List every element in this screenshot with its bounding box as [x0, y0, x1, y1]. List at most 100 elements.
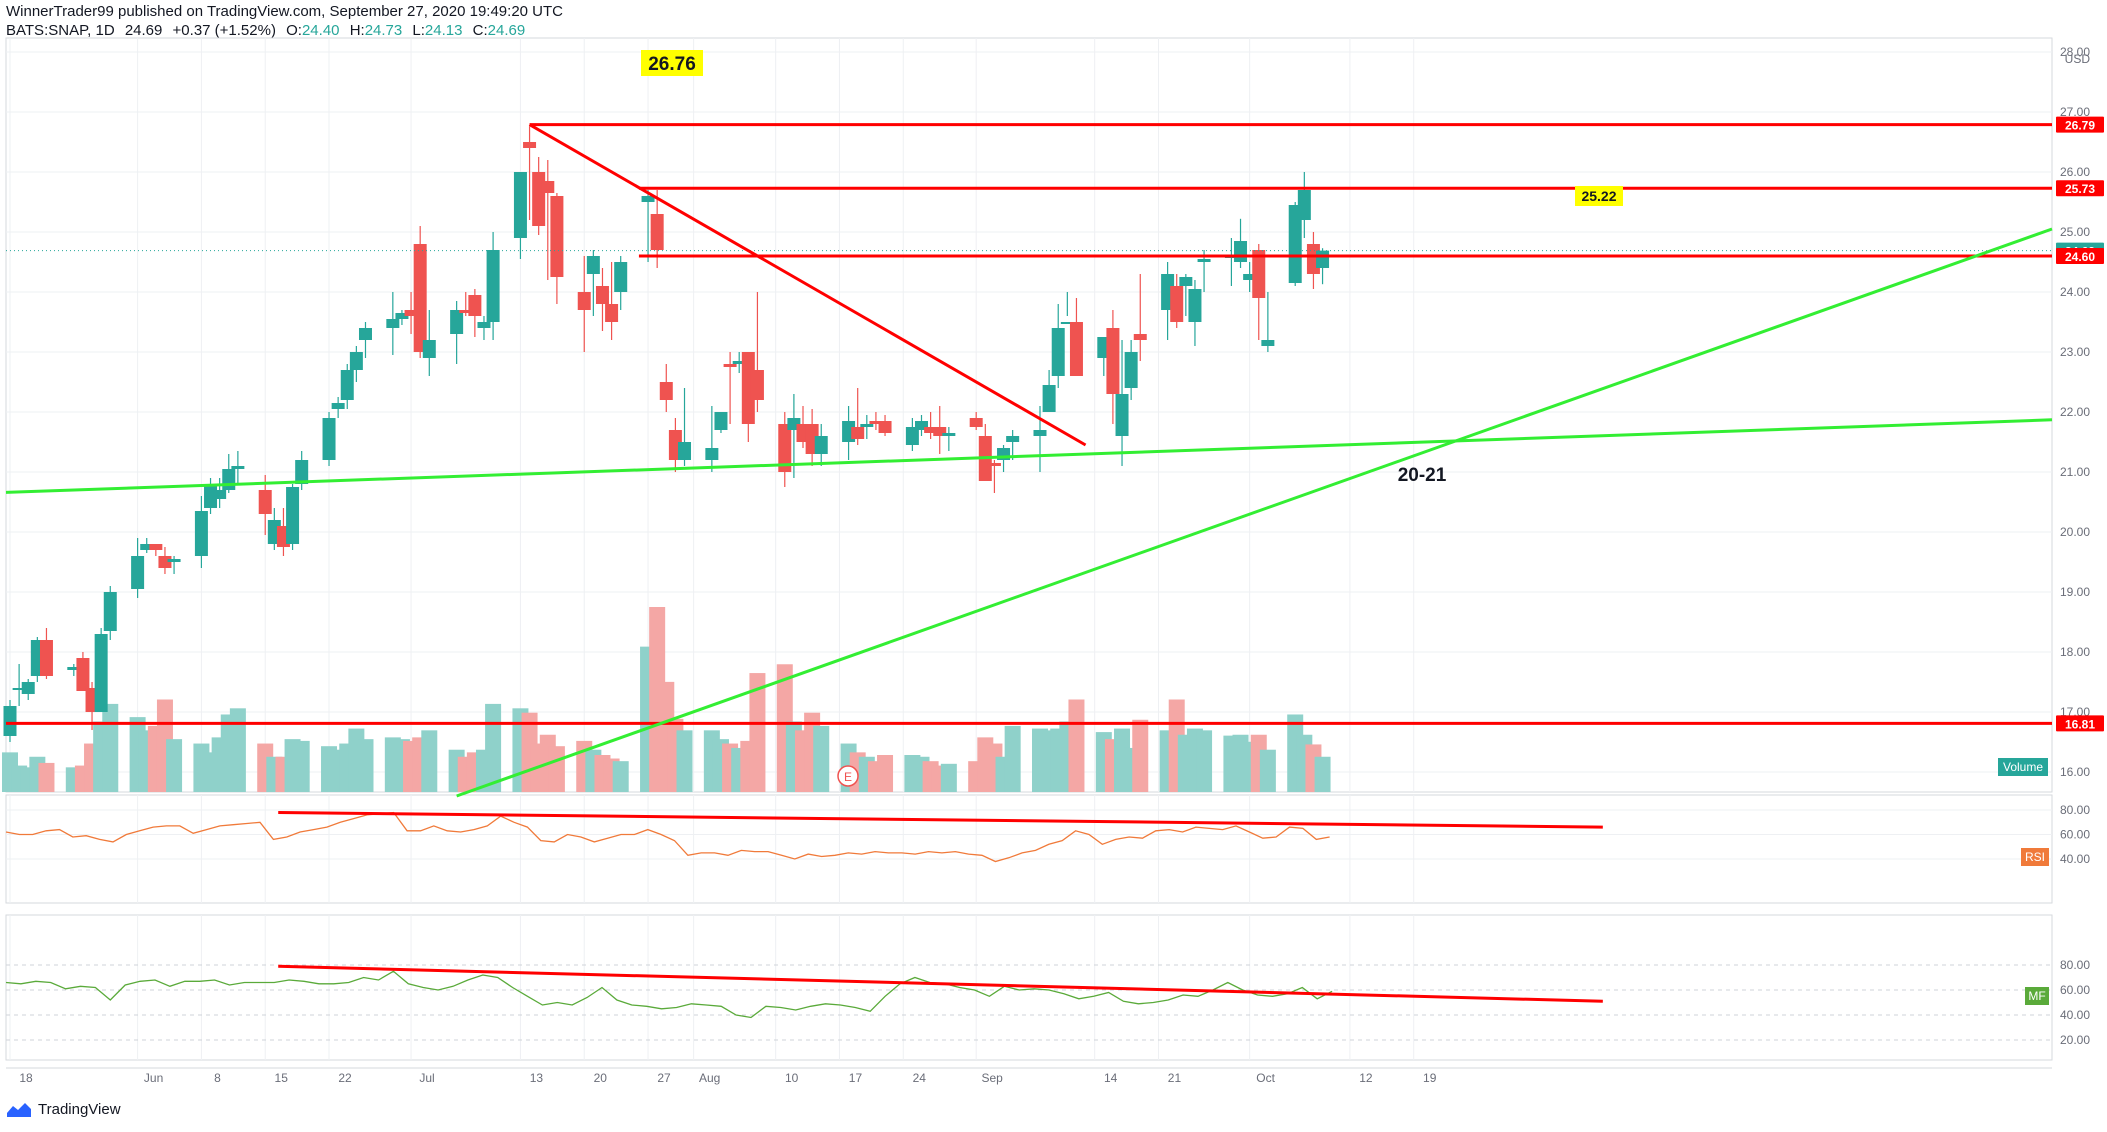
- candle-body: [905, 427, 919, 445]
- candle-body: [477, 322, 491, 328]
- price-pane-frame: [5, 37, 2053, 793]
- time-tick-label: Aug: [699, 1071, 720, 1085]
- price-tick-label: 20.00: [2060, 525, 2090, 539]
- candle-body: [915, 421, 928, 430]
- volume-legend-text: Volume: [2003, 760, 2043, 774]
- candle-body: [422, 340, 436, 358]
- candle-body: [386, 319, 400, 328]
- candle-body: [3, 706, 17, 736]
- price-tick-label: 22.00: [2060, 405, 2090, 419]
- candle-body: [131, 556, 145, 589]
- candle-body: [1060, 322, 1074, 324]
- candle-body: [1288, 205, 1302, 283]
- time-tick-label: 24: [913, 1071, 927, 1085]
- candle-body: [814, 436, 828, 454]
- rsi-legend-badge: [2021, 848, 2049, 866]
- candle-body: [286, 487, 300, 544]
- candle-body: [450, 310, 464, 334]
- volume-bar: [357, 739, 374, 792]
- candle-body: [924, 427, 938, 433]
- candle-body: [650, 214, 664, 250]
- candle-body: [532, 172, 546, 226]
- high-annotation-text: 26.76: [648, 54, 696, 75]
- price-tick-label: 18.00: [2060, 645, 2090, 659]
- last-price: 24.69: [124, 22, 163, 39]
- candle-body: [714, 412, 728, 430]
- candle-body: [459, 310, 473, 313]
- candle-body: [140, 544, 154, 550]
- candle-body: [331, 403, 345, 409]
- candle-body: [1234, 241, 1248, 262]
- volume-bar: [1132, 719, 1149, 792]
- chart-header: WinnerTrader99 published on TradingView.…: [6, 2, 563, 40]
- mf-tick-label: 40.00: [2060, 1008, 2090, 1022]
- volume-bar: [612, 761, 629, 792]
- candle-body: [1243, 274, 1257, 280]
- volume-bar: [940, 763, 957, 792]
- time-tick-label: 15: [275, 1071, 289, 1085]
- candle-body: [577, 292, 591, 310]
- candle-body: [586, 256, 600, 274]
- candle-body: [404, 310, 418, 316]
- volume-bar: [1196, 730, 1213, 792]
- volume-bar: [1004, 725, 1021, 792]
- tradingview-footer: TradingView: [6, 1100, 121, 1118]
- candle-body: [295, 460, 309, 484]
- candle-body: [541, 181, 555, 193]
- recent-high-annotation-text: 25.22: [1581, 188, 1616, 204]
- candle-body: [67, 667, 81, 670]
- support-zone-annotation: 20-21: [1398, 465, 1447, 486]
- time-tick-label: 14: [1104, 1071, 1118, 1085]
- tradingview-brand: TradingView: [38, 1100, 121, 1118]
- mf-divergence-line: [278, 964, 1603, 1003]
- time-tick-label: 19: [1423, 1071, 1437, 1085]
- candle-body: [1124, 352, 1138, 388]
- volume-bar: [166, 739, 183, 792]
- candle-body: [194, 511, 208, 556]
- candle-body: [1033, 430, 1047, 436]
- candle-body: [213, 490, 227, 499]
- candle-body: [167, 559, 181, 562]
- time-tick-label: 18: [19, 1071, 33, 1085]
- price-tick-label: 19.00: [2060, 585, 2090, 599]
- open-value: 24.40: [301, 22, 340, 39]
- price-tick-label: 25.00: [2060, 225, 2090, 239]
- volume-bar: [749, 673, 766, 792]
- candle-body: [732, 361, 746, 364]
- candle-body: [12, 688, 26, 690]
- time-tick-label: 27: [657, 1071, 671, 1085]
- price-level-badge: [2056, 248, 2104, 264]
- candle-body: [94, 634, 108, 712]
- price-level-badge: [2056, 180, 2104, 197]
- time-tick-label: 10: [785, 1071, 799, 1085]
- volume-bar: [1068, 699, 1085, 792]
- candle-body: [678, 442, 692, 460]
- candle-body: [1042, 385, 1056, 412]
- candle-body: [1170, 286, 1184, 322]
- price-level-badge-text: 24.60: [2065, 250, 2095, 264]
- mf-legend-badge: [2025, 987, 2049, 1005]
- candle-body: [659, 382, 673, 400]
- candle-body: [1106, 328, 1120, 394]
- rsi-divergence-line: [278, 810, 1603, 829]
- price-tick-label: 28.00: [2060, 45, 2090, 59]
- volume-bar: [102, 703, 119, 792]
- price-tick-label: 27.00: [2060, 105, 2090, 119]
- price-level-badge: [2056, 116, 2104, 133]
- mf-tick-label: 80.00: [2060, 958, 2090, 972]
- candle-body: [851, 427, 865, 439]
- candle-body: [1197, 259, 1211, 262]
- candle-body: [869, 421, 883, 424]
- price-level-badge-text: 25.73: [2065, 182, 2095, 196]
- rsi-pane-frame: [5, 794, 2053, 904]
- time-tick-label: Jun: [144, 1071, 163, 1085]
- candle-body: [605, 304, 619, 322]
- time-tick-label: Jul: [419, 1071, 434, 1085]
- green-trend-line: [5, 418, 2053, 494]
- time-tick-label: Oct: [1256, 1071, 1275, 1085]
- candle-body: [614, 262, 628, 292]
- candle-body: [641, 196, 655, 202]
- volume-bar: [485, 703, 502, 792]
- price-change: +0.37 (+1.52%): [172, 22, 276, 39]
